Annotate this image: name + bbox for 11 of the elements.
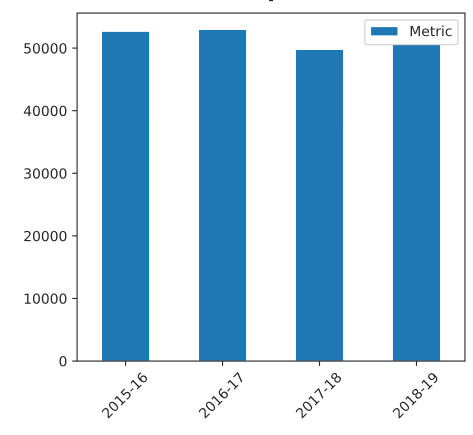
legend-label: Metric [410, 26, 452, 36]
chart-title: - [269, 0, 274, 2]
y-tick-label: 0 [59, 356, 66, 367]
bar [100, 30, 151, 362]
y-tick-label: 10000 [24, 293, 66, 304]
y-tick-label: 30000 [24, 168, 66, 179]
y-tick-label: 50000 [24, 43, 66, 54]
bar [294, 48, 344, 362]
y-tick-label: 20000 [24, 230, 66, 242]
bar [198, 28, 248, 362]
y-tick-label: 40000 [24, 106, 66, 116]
